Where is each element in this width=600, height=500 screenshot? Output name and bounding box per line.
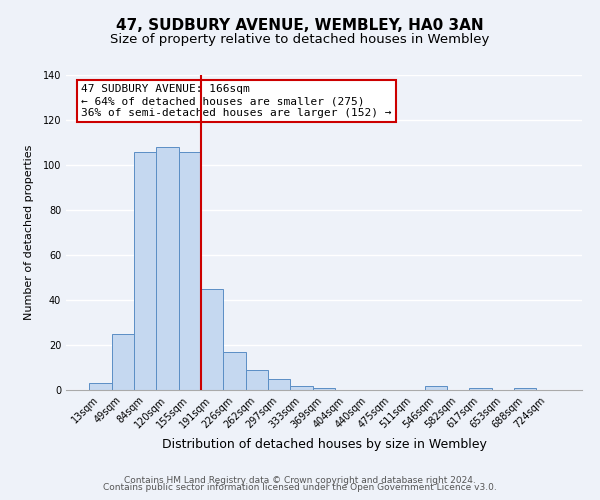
Bar xyxy=(469,388,491,390)
X-axis label: Distribution of detached houses by size in Wembley: Distribution of detached houses by size … xyxy=(161,438,487,451)
Text: 47, SUDBURY AVENUE, WEMBLEY, HA0 3AN: 47, SUDBURY AVENUE, WEMBLEY, HA0 3AN xyxy=(116,18,484,32)
Bar xyxy=(157,147,179,390)
Bar xyxy=(246,370,268,390)
Bar xyxy=(290,386,313,390)
Bar xyxy=(112,334,134,390)
Bar xyxy=(223,352,246,390)
Y-axis label: Number of detached properties: Number of detached properties xyxy=(25,145,34,320)
Bar xyxy=(179,152,201,390)
Bar xyxy=(514,388,536,390)
Text: Contains public sector information licensed under the Open Government Licence v3: Contains public sector information licen… xyxy=(103,484,497,492)
Text: 47 SUDBURY AVENUE: 166sqm
← 64% of detached houses are smaller (275)
36% of semi: 47 SUDBURY AVENUE: 166sqm ← 64% of detac… xyxy=(82,84,392,117)
Bar xyxy=(268,379,290,390)
Text: Size of property relative to detached houses in Wembley: Size of property relative to detached ho… xyxy=(110,32,490,46)
Bar xyxy=(313,388,335,390)
Text: Contains HM Land Registry data © Crown copyright and database right 2024.: Contains HM Land Registry data © Crown c… xyxy=(124,476,476,485)
Bar xyxy=(425,386,447,390)
Bar xyxy=(134,152,157,390)
Bar xyxy=(89,383,112,390)
Bar xyxy=(201,289,223,390)
